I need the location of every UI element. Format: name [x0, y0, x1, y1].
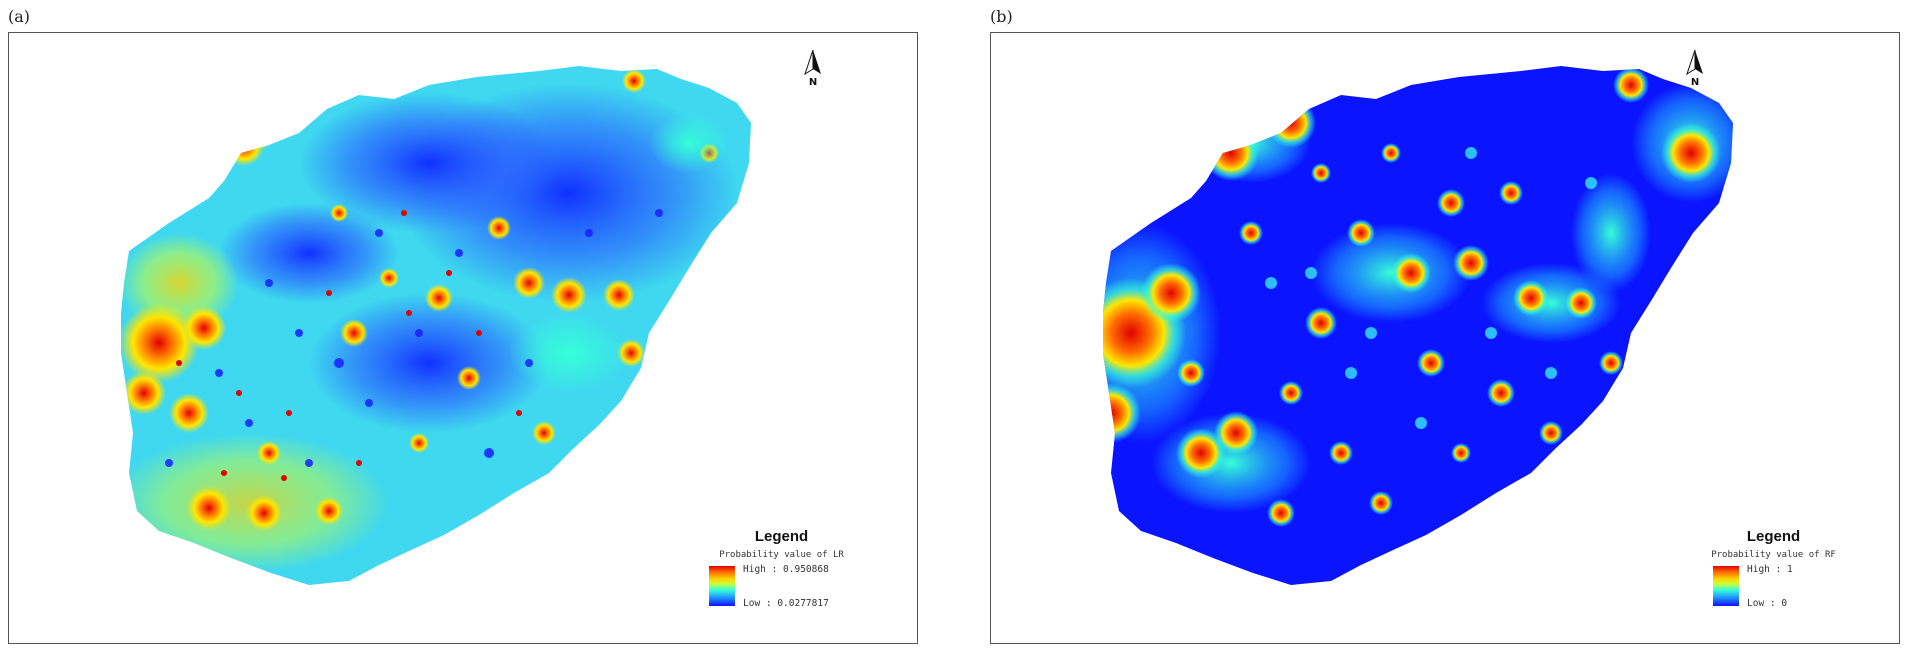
- legend-subtitle-b: Probability value of RF: [1711, 550, 1836, 560]
- legend-title-a: Legend: [754, 528, 809, 545]
- probability-map-lr: [121, 66, 751, 585]
- north-label-a: N: [808, 77, 818, 88]
- panel-label-b: (b): [990, 7, 1013, 26]
- legend-color-ramp-b: [1713, 566, 1739, 606]
- legend-high-a: High : 0.950868: [743, 564, 829, 575]
- legend-high-b: High : 1: [1747, 564, 1793, 575]
- legend-b: Legend Probability value of RF High : 1 …: [1691, 528, 1856, 618]
- panel-label-a: (a): [8, 7, 31, 26]
- north-arrow-b: N: [1681, 48, 1709, 88]
- north-arrow-a: N: [799, 48, 827, 88]
- legend-title-b: Legend: [1746, 528, 1801, 545]
- north-arrow-icon: [1686, 49, 1703, 76]
- probability-map-rf: [1103, 66, 1733, 585]
- map-panel-b: N Legend Probability value of RF High : …: [990, 32, 1900, 644]
- map-panel-a: N Legend Probability value of LR High : …: [8, 32, 918, 644]
- legend-a: Legend Probability value of LR High : 0.…: [699, 528, 864, 618]
- legend-low-a: Low : 0.0277817: [743, 598, 829, 609]
- legend-color-ramp-a: [709, 566, 735, 606]
- legend-subtitle-a: Probability value of LR: [719, 550, 844, 560]
- north-arrow-icon: [804, 49, 821, 76]
- legend-low-b: Low : 0: [1747, 598, 1788, 609]
- north-label-b: N: [1690, 77, 1700, 88]
